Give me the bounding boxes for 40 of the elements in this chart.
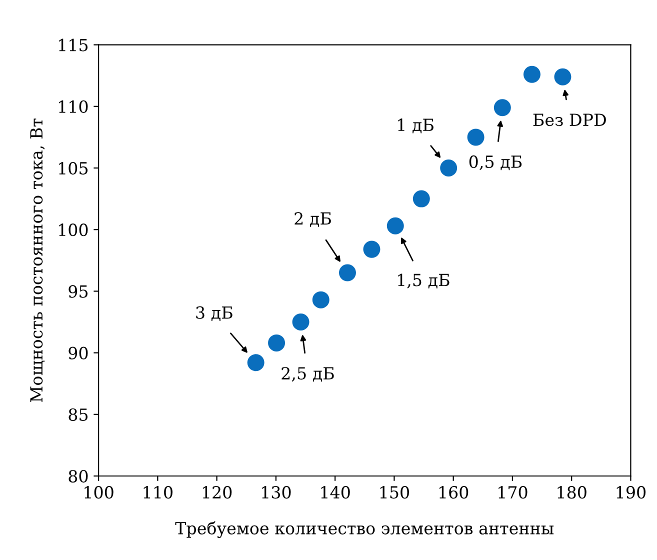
point: [247, 354, 264, 372]
y-tick-label: 95: [68, 285, 88, 298]
y-tick-label: 90: [68, 346, 88, 360]
point: [363, 240, 380, 258]
point: [268, 334, 286, 352]
point: [440, 159, 458, 177]
annotation: 1 дБ: [398, 118, 434, 134]
point: [554, 68, 572, 86]
annotation: 1,5 дБ: [398, 274, 450, 288]
y-tick-label: 85: [68, 408, 88, 421]
y-axis-title: Мощность постоянного тока, Вт: [30, 118, 45, 402]
x-tick-label: 140: [321, 486, 350, 499]
x-tick-label: 180: [558, 486, 586, 499]
annotation: 0,5 дБ: [469, 155, 522, 170]
point: [338, 264, 356, 282]
annotation: 2 дБ: [294, 212, 331, 227]
x-tick-label: 150: [380, 486, 409, 499]
x-tick-label: 160: [439, 486, 468, 499]
y-tick-label: 80: [68, 470, 88, 483]
x-tick-label: 110: [144, 486, 172, 499]
annotation: 2,5 дБ: [282, 367, 334, 382]
y-tick-label: 105: [59, 162, 88, 175]
point: [386, 217, 404, 234]
annotation: 3 дБ: [196, 306, 232, 321]
x-axis-title: Требуемое количество элементов антенны: [175, 521, 554, 538]
x-tick-label: 100: [84, 486, 114, 499]
x-tick-label: 130: [262, 486, 291, 499]
point: [412, 190, 430, 208]
y-tick-label: 100: [59, 224, 88, 236]
point: [467, 128, 484, 146]
annotation: Без DPD: [533, 114, 606, 126]
y-tick-label: 115: [59, 38, 88, 52]
point: [312, 291, 330, 308]
point: [523, 66, 540, 83]
x-tick-label: 120: [202, 486, 232, 499]
x-tick-label: 190: [616, 486, 646, 499]
y-tick-label: 110: [59, 100, 88, 113]
x-tick-label: 170: [498, 486, 528, 499]
point: [494, 99, 511, 116]
point: [292, 313, 310, 331]
